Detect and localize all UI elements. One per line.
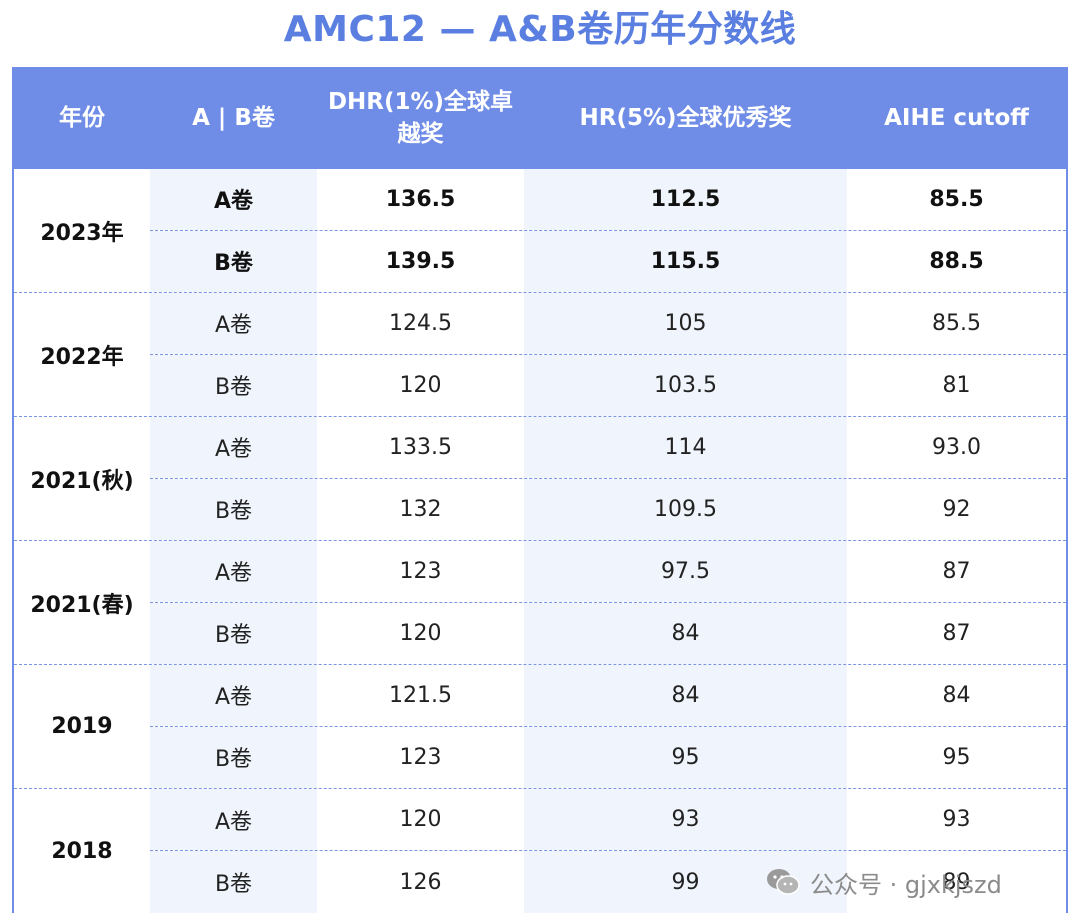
paper-cell: B卷 xyxy=(150,726,317,788)
dhr-cell: 121.5 xyxy=(317,665,524,726)
paper-cell: A卷 xyxy=(150,541,317,602)
aihe-cell: 88.5 xyxy=(847,230,1066,292)
hr-cell: 115.5 xyxy=(524,230,847,292)
score-table: 年份 A | B卷 DHR(1%)全球卓越奖 HR(5%)全球优秀奖 AIHE … xyxy=(12,67,1068,913)
dhr-cell: 133.5 xyxy=(317,417,524,478)
paper-cell: A卷 xyxy=(150,169,317,230)
year-cell: 2023年 xyxy=(14,169,150,292)
hr-cell: 112.5 xyxy=(524,169,847,230)
year-group: 2023年 A卷 136.5 112.5 85.5 B卷 139.5 115.5 88.5 xyxy=(14,169,1066,293)
aihe-cell: 85.5 xyxy=(847,169,1066,230)
aihe-cell: 92 xyxy=(847,478,1066,540)
table-row: B卷 132 109.5 92 xyxy=(150,478,1066,540)
table-row: A卷 120 93 93 xyxy=(150,789,1066,851)
table-row: B卷 120 84 87 xyxy=(150,602,1066,664)
aihe-cell: 85.5 xyxy=(847,293,1066,354)
wechat-icon xyxy=(766,867,800,897)
dhr-cell: 139.5 xyxy=(317,230,524,292)
year-group: 2021(春) A卷 123 97.5 87 B卷 120 84 87 xyxy=(14,541,1066,665)
year-cell: 2018 xyxy=(14,789,150,913)
year-cell: 2021(春) xyxy=(14,541,150,664)
dhr-cell: 123 xyxy=(317,726,524,788)
hr-cell: 95 xyxy=(524,726,847,788)
aihe-cell: 93 xyxy=(847,789,1066,850)
aihe-cell: 87 xyxy=(847,541,1066,602)
aihe-cell: 87 xyxy=(847,602,1066,664)
paper-cell: B卷 xyxy=(150,230,317,292)
hr-cell: 84 xyxy=(524,665,847,726)
year-cell: 2022年 xyxy=(14,293,150,416)
header-paper: A | B卷 xyxy=(192,105,275,131)
dhr-cell: 120 xyxy=(317,602,524,664)
page-title: AMC12 — A&B卷历年分数线 xyxy=(283,9,797,50)
table-row: A卷 136.5 112.5 85.5 xyxy=(150,169,1066,231)
hr-cell: 97.5 xyxy=(524,541,847,602)
hr-cell: 105 xyxy=(524,293,847,354)
table-row: B卷 120 103.5 81 xyxy=(150,354,1066,416)
paper-cell: B卷 xyxy=(150,602,317,664)
paper-cell: B卷 xyxy=(150,478,317,540)
dhr-cell: 126 xyxy=(317,851,524,913)
table-header: 年份 A | B卷 DHR(1%)全球卓越奖 HR(5%)全球优秀奖 AIHE … xyxy=(14,67,1066,169)
aihe-cell: 93.0 xyxy=(847,417,1066,478)
header-year: 年份 xyxy=(59,105,105,131)
watermark-text: 公众号 · gjxkjszd xyxy=(810,870,1002,899)
table-row: B卷 123 95 95 xyxy=(150,726,1066,788)
paper-cell: A卷 xyxy=(150,665,317,726)
paper-cell: A卷 xyxy=(150,789,317,850)
header-dhr: DHR(1%)全球卓越奖 xyxy=(327,89,514,147)
table-body: 2023年 A卷 136.5 112.5 85.5 B卷 139.5 115.5 88.5 202… xyxy=(14,169,1066,913)
hr-cell: 93 xyxy=(524,789,847,850)
aihe-cell: 84 xyxy=(847,665,1066,726)
aihe-cell: 81 xyxy=(847,354,1066,416)
table-row: A卷 121.5 84 84 xyxy=(150,665,1066,727)
dhr-cell: 132 xyxy=(317,478,524,540)
header-hr: HR(5%)全球优秀奖 xyxy=(579,105,792,131)
hr-cell: 109.5 xyxy=(524,478,847,540)
hr-cell: 114 xyxy=(524,417,847,478)
dhr-cell: 123 xyxy=(317,541,524,602)
paper-cell: A卷 xyxy=(150,293,317,354)
table-row: A卷 133.5 114 93.0 xyxy=(150,417,1066,479)
table-row: A卷 124.5 105 85.5 xyxy=(150,293,1066,355)
table-row: B卷 139.5 115.5 88.5 xyxy=(150,230,1066,292)
year-cell: 2019 xyxy=(14,665,150,788)
aihe-cell: 89 xyxy=(847,851,1066,913)
year-group: 2021(秋) A卷 133.5 114 93.0 B卷 132 109.5 92 xyxy=(14,417,1066,541)
paper-cell: B卷 xyxy=(150,354,317,416)
table-row: A卷 123 97.5 87 xyxy=(150,541,1066,603)
paper-cell: B卷 xyxy=(150,851,317,913)
dhr-cell: 124.5 xyxy=(317,293,524,354)
dhr-cell: 120 xyxy=(317,789,524,850)
hr-cell: 103.5 xyxy=(524,354,847,416)
header-aihe: AIHE cutoff xyxy=(884,105,1029,131)
hr-cell: 84 xyxy=(524,602,847,664)
year-cell: 2021(秋) xyxy=(14,417,150,540)
dhr-cell: 136.5 xyxy=(317,169,524,230)
year-group: 2022年 A卷 124.5 105 85.5 B卷 120 103.5 81 xyxy=(14,293,1066,417)
aihe-cell: 95 xyxy=(847,726,1066,788)
year-group: 2019 A卷 121.5 84 84 B卷 123 95 95 xyxy=(14,665,1066,789)
paper-cell: A卷 xyxy=(150,417,317,478)
dhr-cell: 120 xyxy=(317,354,524,416)
watermark: 公众号 · gjxkjszd xyxy=(766,862,1002,902)
